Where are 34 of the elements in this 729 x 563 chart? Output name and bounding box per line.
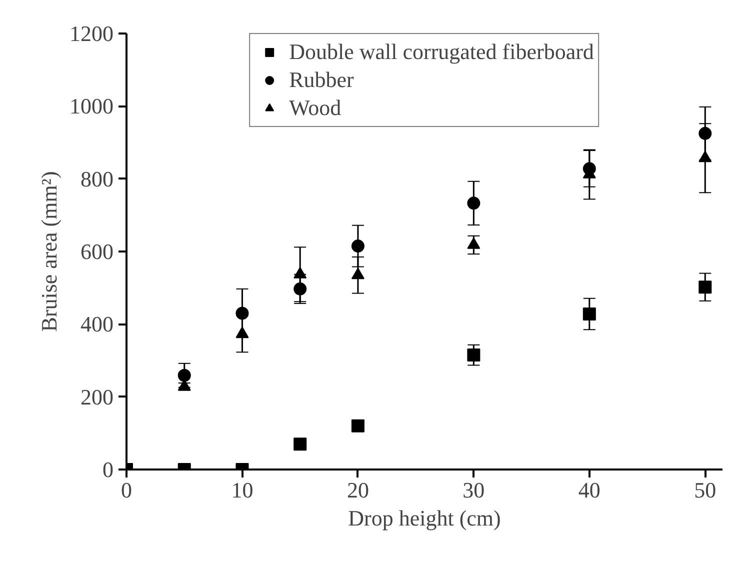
y-tick-label: 800: [80, 166, 114, 192]
x-axis-title: Drop height (cm): [348, 506, 501, 530]
legend-label: Double wall corrugated fiberboard: [289, 38, 594, 66]
y-axis-title: Bruise area (mm²): [36, 171, 62, 332]
point: [178, 368, 191, 382]
x-tick-label: 20: [346, 478, 369, 502]
y-tick-label: 400: [80, 312, 114, 337]
point: [467, 196, 480, 210]
y-tick-label: 1000: [70, 94, 114, 119]
point: [698, 150, 712, 162]
point: [236, 326, 249, 338]
legend-label: Rubber: [289, 66, 354, 94]
y-tick-label: 600: [80, 239, 114, 264]
point: [294, 266, 307, 278]
y-tick-label: 200: [80, 384, 114, 410]
point: [236, 306, 249, 320]
point: [467, 238, 480, 249]
x-tick-label: 30: [462, 478, 485, 502]
y-tick-label: 0: [102, 457, 114, 482]
point: [582, 307, 596, 320]
x-tick-label: 40: [578, 478, 600, 502]
point: [351, 240, 364, 253]
point: [351, 268, 364, 280]
point: [698, 126, 712, 140]
point: [294, 282, 307, 296]
x-tick-label: 10: [231, 478, 254, 502]
point: [698, 280, 712, 294]
point: [467, 348, 480, 362]
x-tick-label: 0: [121, 478, 132, 502]
legend-label: Wood: [289, 94, 342, 122]
y-tick-label: 1200: [70, 21, 114, 46]
point: [294, 438, 307, 451]
point: [351, 419, 364, 432]
x-tick-label: 50: [694, 478, 716, 502]
